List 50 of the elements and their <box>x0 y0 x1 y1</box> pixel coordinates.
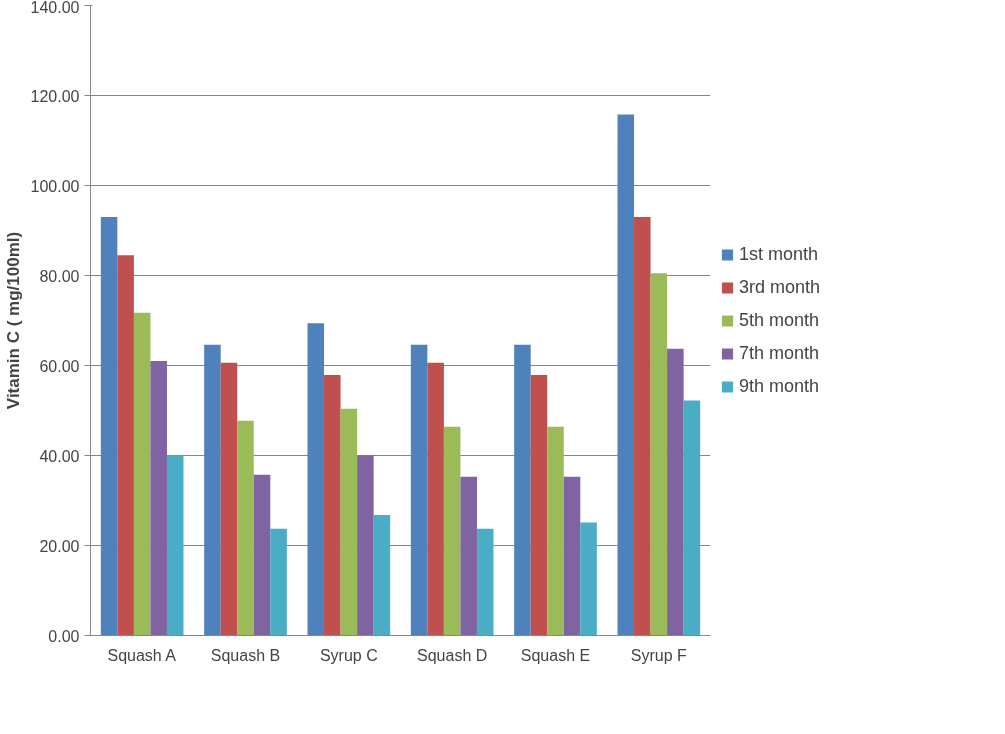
legend-label: 3rd month <box>739 276 821 298</box>
x-tick-label: Squash D <box>417 646 488 664</box>
x-tick-label: Squash B <box>210 646 281 664</box>
bar <box>683 400 701 636</box>
y-tick-label: 20.00 <box>39 537 80 555</box>
legend-label: 5th month <box>739 309 820 331</box>
bar <box>476 528 494 636</box>
y-tick-label: 140.00 <box>30 0 80 16</box>
bar <box>427 362 444 636</box>
bar <box>634 217 651 636</box>
bar <box>204 344 221 636</box>
bar <box>357 455 374 636</box>
bar <box>530 374 548 636</box>
bar <box>237 420 254 636</box>
y-tick-label: 40.00 <box>39 447 80 465</box>
bar <box>547 426 564 636</box>
bar <box>373 514 391 636</box>
x-tick-label: Squash E <box>520 646 591 664</box>
legend-label: 7th month <box>739 342 820 364</box>
y-axis-title: Vitamin C ( mg/100ml) <box>3 231 23 410</box>
y-tick-label: 100.00 <box>30 177 80 195</box>
bar <box>410 344 428 636</box>
bar <box>514 344 531 636</box>
bar <box>340 408 358 636</box>
y-tick-label: 0.00 <box>48 627 80 645</box>
bar <box>650 273 668 636</box>
bar <box>150 361 167 636</box>
bar <box>307 323 325 636</box>
bar <box>443 426 461 636</box>
bar <box>117 255 134 636</box>
y-tick-label: 80.00 <box>39 267 80 285</box>
x-tick-label: Syrup C <box>319 646 378 664</box>
legend-label: 1st month <box>739 243 819 265</box>
y-tick-label: 120.00 <box>30 87 80 105</box>
bar <box>133 312 151 636</box>
bar <box>253 474 271 636</box>
bar <box>100 217 118 636</box>
bar <box>270 528 287 636</box>
bar <box>460 476 477 636</box>
bar <box>563 476 581 636</box>
x-tick-label: Squash A <box>107 646 177 664</box>
bar <box>667 348 684 636</box>
bar <box>166 455 184 636</box>
y-tick-label: 60.00 <box>39 357 80 375</box>
x-tick-label: Syrup F <box>630 646 688 664</box>
bar <box>220 362 238 636</box>
legend-label: 9th month <box>739 375 820 397</box>
bar <box>580 522 597 636</box>
bar <box>617 114 635 636</box>
bar <box>324 374 341 636</box>
